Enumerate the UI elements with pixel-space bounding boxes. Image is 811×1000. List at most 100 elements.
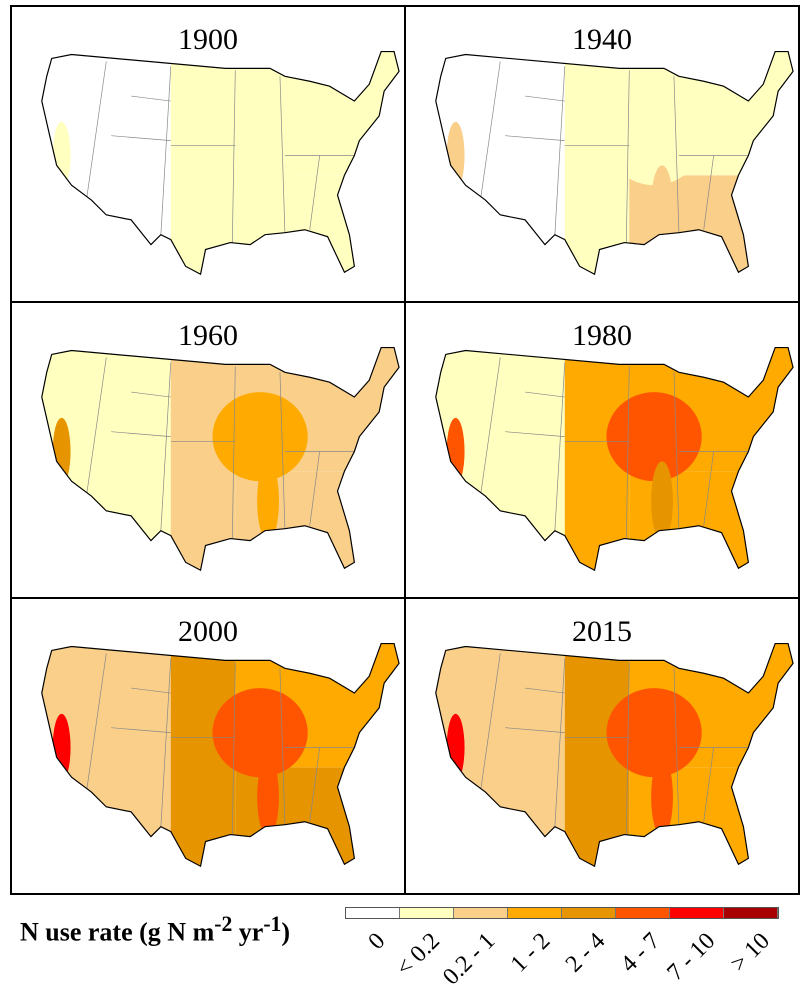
- us-outline: [435, 642, 794, 868]
- us-map: [435, 346, 794, 572]
- panel-year: 2015: [572, 615, 632, 648]
- region-mississippi: [651, 165, 673, 245]
- state-boundary: [525, 391, 565, 398]
- state-boundary: [480, 653, 501, 793]
- panel-year: 1940: [572, 23, 632, 56]
- us-outline: [41, 50, 400, 276]
- legend-label: 0: [363, 928, 391, 955]
- map-grid: 1900 1940 1960 1980 2000 2015: [10, 5, 800, 895]
- state-boundary: [279, 372, 286, 529]
- panel-year: 1980: [572, 319, 632, 352]
- state-boundary: [231, 366, 236, 539]
- state-boundary: [673, 372, 680, 529]
- state-boundary: [309, 747, 320, 822]
- state-boundary: [111, 431, 171, 437]
- us-outline: [435, 346, 794, 572]
- state-boundary: [231, 70, 236, 243]
- state-boundary: [625, 662, 630, 835]
- region-midwest: [212, 688, 308, 778]
- map-panel-2015: 2015: [405, 598, 799, 894]
- map-panel-1940: 1940: [405, 6, 799, 302]
- state-boundary: [625, 366, 630, 539]
- legend-swatch: [400, 908, 454, 918]
- region-midwest: [606, 96, 702, 186]
- state-boundary: [231, 662, 236, 835]
- map-panel-2000: 2000: [11, 598, 405, 894]
- state-boundary: [480, 357, 501, 497]
- state-boundary: [160, 362, 172, 531]
- region-mississippi: [651, 461, 673, 541]
- region-california: [52, 417, 71, 486]
- legend-title: N use rate (g N m-2 yr-1): [20, 912, 291, 947]
- region-midwest: [212, 96, 308, 186]
- state-boundary: [505, 431, 565, 437]
- state-boundary: [279, 76, 286, 233]
- legend-label: 7 - 10: [662, 928, 721, 986]
- legend-label: 4 - 7: [615, 928, 666, 978]
- us-map: [435, 642, 794, 868]
- us-map: [41, 50, 400, 276]
- state-boundary: [160, 66, 172, 235]
- legend-swatch: [670, 908, 724, 918]
- region-california: [52, 713, 71, 782]
- state-boundary: [554, 362, 566, 531]
- map-panel-1960: 1960: [11, 302, 405, 598]
- region-california: [446, 417, 465, 486]
- us-map: [41, 642, 400, 868]
- state-boundary: [505, 727, 565, 733]
- state-boundary: [160, 658, 172, 827]
- region-mississippi: [651, 757, 673, 837]
- legend-label: 1 - 2: [505, 928, 556, 978]
- us-map: [435, 50, 794, 276]
- state-boundary: [554, 66, 566, 235]
- legend-swatch: [508, 908, 562, 918]
- state-boundary: [131, 95, 171, 102]
- panel-year: 1900: [178, 23, 238, 56]
- state-boundary: [673, 76, 680, 233]
- us-outline: [41, 346, 400, 572]
- region-midwest: [606, 392, 702, 482]
- legend-label: < 0.2: [391, 928, 446, 982]
- legend-swatch: [454, 908, 508, 918]
- state-boundary: [111, 135, 171, 141]
- state-boundary: [703, 451, 714, 526]
- state-boundary: [505, 135, 565, 141]
- legend-swatch: [616, 908, 670, 918]
- state-boundary: [525, 687, 565, 694]
- legend-swatch: [724, 908, 778, 918]
- state-boundary: [703, 747, 714, 822]
- state-boundary: [625, 70, 630, 243]
- state-boundary: [525, 95, 565, 102]
- state-boundary: [279, 668, 286, 825]
- region-mississippi: [257, 461, 279, 541]
- state-boundary: [86, 653, 107, 793]
- region-california: [446, 713, 465, 782]
- state-boundary: [480, 61, 501, 201]
- legend-color-bar: [345, 907, 779, 919]
- state-boundary: [86, 357, 107, 497]
- region-california: [446, 121, 465, 190]
- region-midwest: [212, 392, 308, 482]
- region-mississippi: [257, 165, 279, 245]
- map-panel-1980: 1980: [405, 302, 799, 598]
- panel-year: 2000: [178, 615, 238, 648]
- state-boundary: [309, 155, 320, 230]
- state-boundary: [111, 727, 171, 733]
- state-boundary: [131, 687, 171, 694]
- legend-label: > 10: [726, 928, 776, 978]
- us-outline: [41, 642, 400, 868]
- region-midwest: [606, 688, 702, 778]
- state-boundary: [673, 668, 680, 825]
- legend-swatch: [346, 908, 400, 918]
- us-map: [41, 346, 400, 572]
- state-boundary: [554, 658, 566, 827]
- state-boundary: [703, 155, 714, 230]
- legend-label: 0.2 - 1: [438, 928, 501, 991]
- legend-label: 2 - 4: [560, 928, 611, 978]
- region-mississippi: [257, 757, 279, 837]
- legend-swatch: [562, 908, 616, 918]
- state-boundary: [131, 391, 171, 398]
- state-boundary: [86, 61, 107, 201]
- region-california: [52, 121, 71, 190]
- state-boundary: [309, 451, 320, 526]
